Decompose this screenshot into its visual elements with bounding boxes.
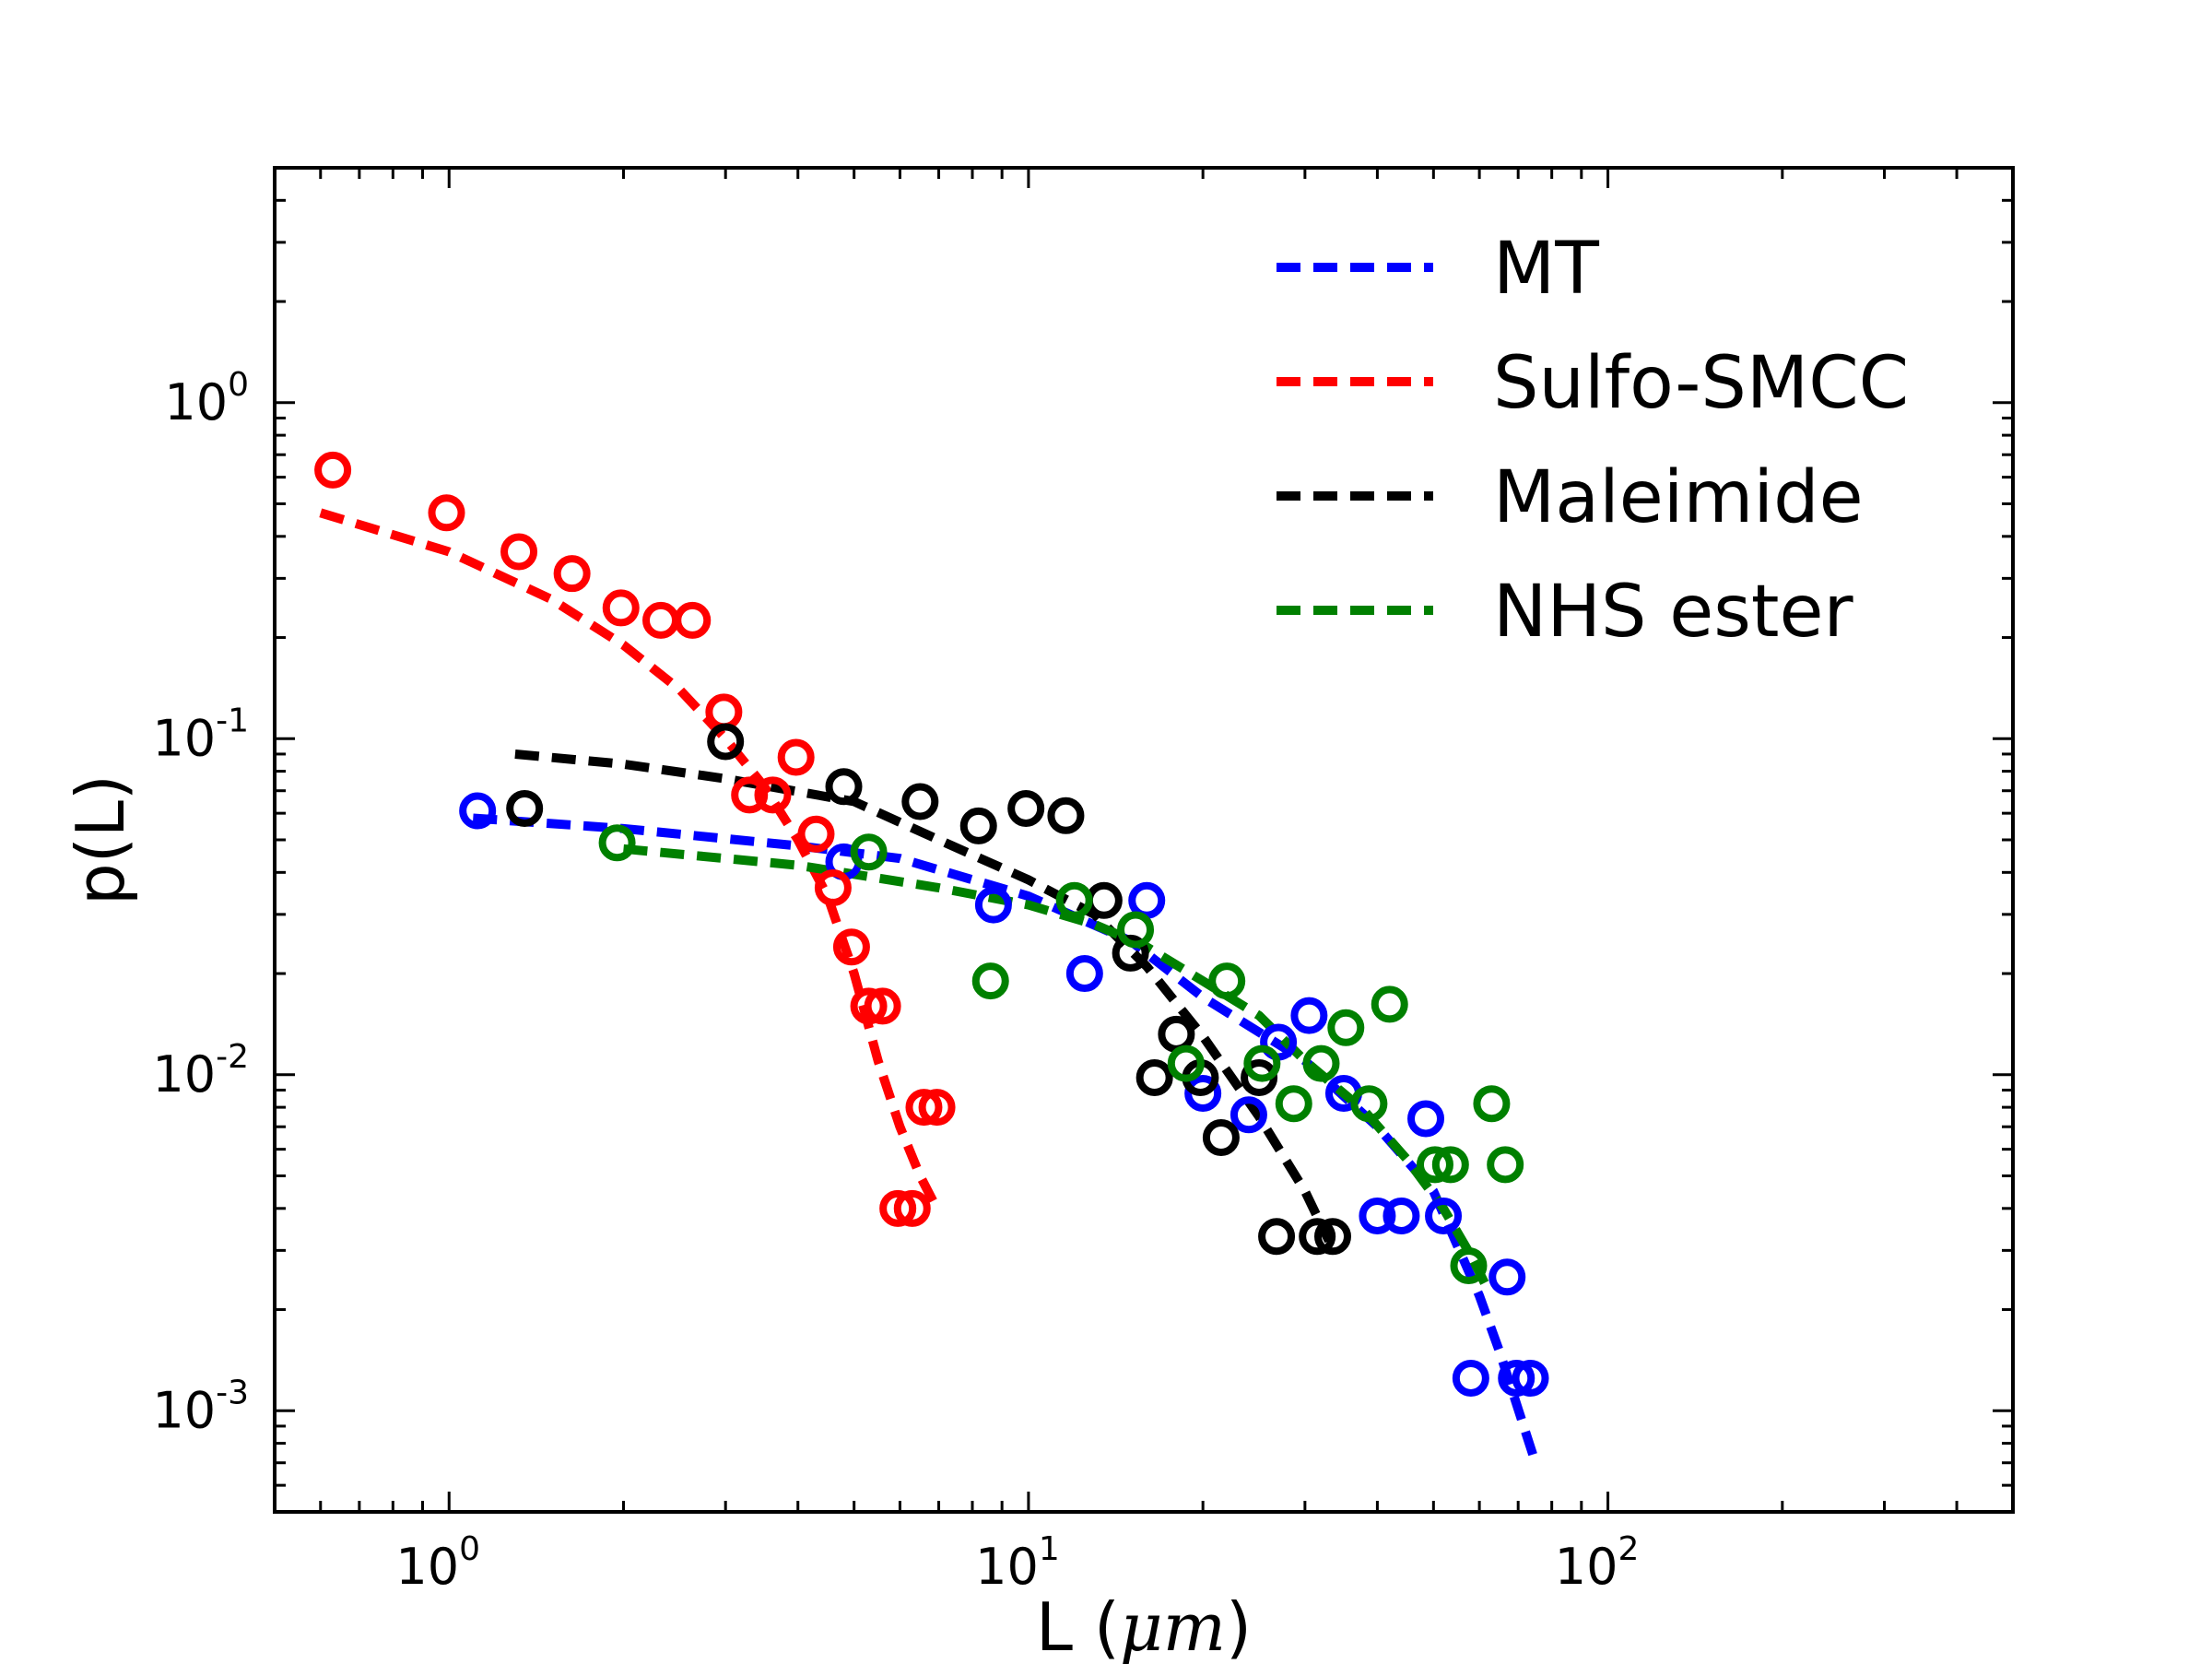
data-point-3 [1117, 911, 1155, 949]
data-point-3 [1371, 985, 1408, 1023]
legend-label: NHS ester [1493, 571, 1854, 654]
data-point-2 [1202, 1118, 1240, 1156]
legend-label: Sulfo-SMCC [1493, 342, 1909, 425]
plot-frame [273, 166, 2015, 1514]
fit-line-3 [623, 844, 1492, 1292]
data-point-1 [428, 494, 465, 532]
data-point-1 [642, 601, 680, 639]
data-point-1 [832, 928, 870, 966]
data-point-3 [1275, 1085, 1312, 1123]
data-point-0 [974, 886, 1012, 924]
data-point-2 [1135, 1058, 1173, 1096]
y-tick-label: 100 [164, 366, 249, 431]
data-point-1 [705, 693, 743, 731]
fit-lines [319, 508, 1540, 1465]
data-point-1 [553, 555, 591, 593]
data-point-3 [1302, 1044, 1340, 1082]
data-point-0 [1498, 1359, 1535, 1397]
x-tick-label: 102 [1555, 1530, 1640, 1596]
data-point-3 [1208, 962, 1246, 1000]
data-point-0 [1382, 1197, 1420, 1234]
data-point-2 [1085, 881, 1123, 919]
data-points [314, 451, 1549, 1397]
data-point-2 [959, 807, 997, 844]
legend-label: MT [1493, 228, 1599, 311]
x-tick-label: 101 [975, 1530, 1060, 1596]
data-point-3 [1350, 1085, 1388, 1123]
data-point-0 [1425, 1197, 1463, 1234]
data-point-2 [1313, 1218, 1351, 1256]
data-point-1 [879, 1189, 917, 1227]
data-point-3 [971, 962, 1009, 1000]
data-point-3 [1487, 1146, 1524, 1184]
data-point-0 [1488, 1258, 1526, 1296]
data-point-3 [1450, 1247, 1488, 1285]
data-point-1 [674, 601, 712, 639]
data-point-3 [1416, 1146, 1453, 1184]
data-point-2 [901, 783, 939, 820]
x-axis-label: L (μm) [1036, 1588, 1252, 1664]
data-point-1 [731, 776, 769, 814]
data-point-0 [1407, 1100, 1445, 1138]
data-point-3 [850, 833, 888, 871]
data-point-1 [814, 869, 852, 907]
data-point-0 [1184, 1075, 1222, 1113]
data-point-1 [500, 533, 538, 571]
data-point-2 [825, 768, 863, 806]
data-point-2 [1258, 1218, 1296, 1256]
fit-line-1 [319, 508, 943, 1215]
data-point-0 [1452, 1359, 1489, 1397]
data-point-1 [864, 987, 901, 1025]
y-tick-label: 10-1 [152, 702, 249, 767]
data-point-1 [850, 987, 888, 1025]
data-point-1 [602, 589, 640, 627]
legend: MT Sulfo-SMCC Maleimide NHS ester [1277, 228, 1909, 654]
data-point-3 [1431, 1146, 1469, 1184]
data-point-2 [1158, 1015, 1195, 1053]
data-point-2 [1047, 797, 1085, 834]
data-point-0 [1359, 1197, 1396, 1234]
data-point-2 [707, 723, 745, 761]
data-point-0 [1065, 955, 1103, 993]
data-point-3 [1167, 1044, 1205, 1082]
data-point-1 [754, 776, 792, 814]
data-point-3 [1473, 1085, 1511, 1123]
y-tick-label: 10-3 [152, 1374, 249, 1439]
data-point-1 [918, 1089, 956, 1127]
data-point-3 [1327, 1009, 1365, 1046]
data-point-1 [893, 1189, 931, 1227]
data-point-3 [1055, 881, 1093, 919]
data-point-0 [459, 792, 497, 830]
data-point-0 [1128, 881, 1166, 919]
data-point-2 [1299, 1218, 1336, 1256]
data-point-2 [1007, 789, 1045, 827]
data-point-1 [905, 1089, 943, 1127]
y-axis-label: p(L) [62, 774, 139, 905]
data-point-1 [797, 815, 835, 853]
legend-label: Maleimide [1493, 456, 1864, 539]
data-point-1 [314, 451, 352, 489]
data-point-3 [1243, 1044, 1281, 1082]
data-point-3 [598, 824, 636, 862]
y-tick-label: 10-2 [152, 1038, 249, 1103]
tick-labels: 100 101 102 100 10-1 10-2 10-3 [152, 366, 1639, 1596]
data-point-0 [1230, 1096, 1267, 1134]
data-point-0 [1290, 997, 1328, 1034]
data-point-0 [1512, 1359, 1549, 1397]
data-point-2 [1112, 934, 1149, 972]
x-tick-label: 100 [395, 1530, 480, 1596]
data-point-1 [777, 738, 815, 776]
fit-line-0 [472, 813, 1540, 1465]
data-point-2 [506, 789, 544, 827]
